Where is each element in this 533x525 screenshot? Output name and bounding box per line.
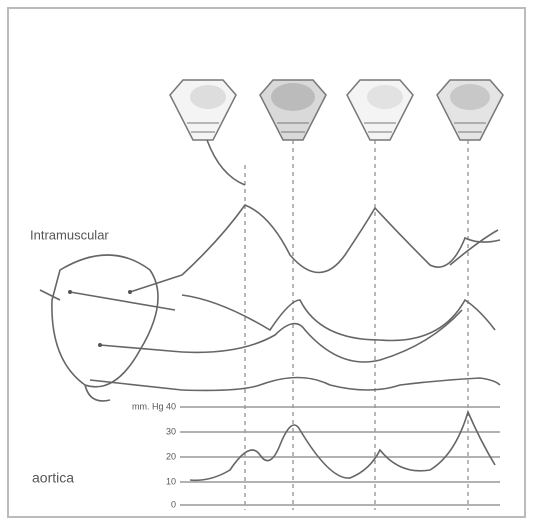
lower-label: aortica	[32, 470, 74, 486]
scale-label: 30	[166, 426, 176, 436]
pressure-scale: mm. Hg 40 30 20 10 0	[132, 401, 176, 509]
left-ventricle	[39, 254, 183, 402]
marker-lines	[206, 139, 469, 510]
upper-label: Intramuscular	[30, 227, 109, 242]
scale-label: 0	[171, 499, 176, 509]
scale-label: 10	[166, 476, 176, 486]
scale-label: mm. Hg 40	[132, 401, 176, 411]
waveforms	[181, 204, 501, 482]
scale-label: 20	[166, 451, 176, 461]
heart-sections	[169, 79, 504, 141]
pressure-grid	[180, 406, 500, 506]
